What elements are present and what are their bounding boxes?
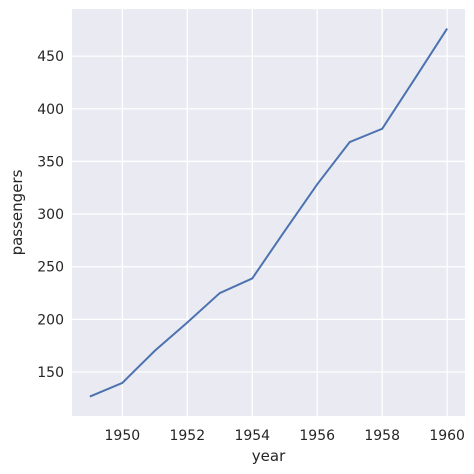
x-tick-label: 1952 — [169, 428, 205, 444]
grid-lines — [72, 9, 465, 416]
y-tick-label: 200 — [37, 312, 64, 328]
y-tick-label: 150 — [37, 365, 64, 381]
y-tick-label: 450 — [37, 49, 64, 65]
y-tick-label: 250 — [37, 260, 64, 276]
y-tick-label: 300 — [37, 207, 64, 223]
y-tick-labels: 150 200 250 300 350 400 450 — [37, 49, 64, 381]
x-tick-labels: 1950 1952 1954 1956 1958 1960 — [105, 428, 465, 444]
x-tick-label: 1958 — [364, 428, 400, 444]
x-tick-label: 1956 — [299, 428, 335, 444]
plot-area — [72, 9, 465, 416]
y-axis-label: passengers — [8, 169, 26, 255]
x-tick-label: 1950 — [105, 428, 141, 444]
y-tick-label: 350 — [37, 154, 64, 170]
series-line — [89, 27, 448, 398]
y-tick-label: 400 — [37, 102, 64, 118]
x-tick-label: 1954 — [234, 428, 270, 444]
x-tick-label: 1960 — [429, 428, 465, 444]
x-axis-label: year — [252, 447, 286, 465]
